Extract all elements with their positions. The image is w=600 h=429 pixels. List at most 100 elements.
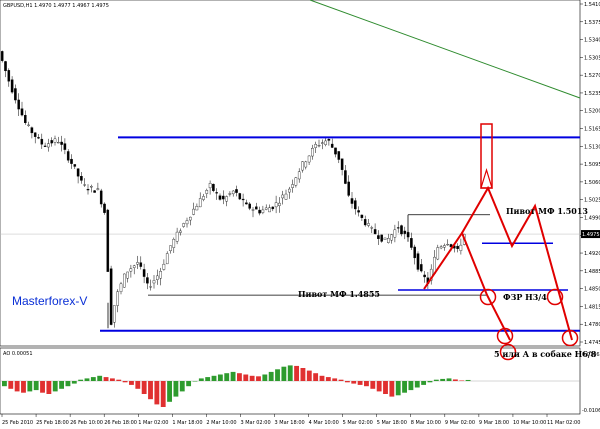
candle xyxy=(136,262,139,265)
candle xyxy=(238,193,242,200)
x-tick-label: 1 Mar 02:00 xyxy=(138,420,168,426)
ao-bar xyxy=(2,381,7,387)
candle xyxy=(354,200,357,210)
candle xyxy=(142,269,146,277)
y-tick-label: 1.5340 xyxy=(584,38,600,44)
candle xyxy=(156,275,159,280)
candle xyxy=(152,280,156,284)
ao-bar xyxy=(275,369,280,381)
x-tick-label: 5 Mar 18:00 xyxy=(377,420,407,426)
ao-bar xyxy=(109,378,115,381)
ao-bar xyxy=(217,374,223,381)
candle xyxy=(0,51,4,61)
x-tick-label: 4 Mar 10:00 xyxy=(309,420,339,426)
candle xyxy=(93,190,96,193)
candle xyxy=(27,124,30,126)
candle xyxy=(129,268,133,272)
candle xyxy=(4,61,7,72)
ao-bar xyxy=(33,381,39,391)
y-tick-label: 1.4815 xyxy=(584,304,600,310)
current-price-label: 1.4975 xyxy=(582,232,600,238)
y-tick-label: 1.5200 xyxy=(584,109,600,115)
ao-bar xyxy=(71,381,77,384)
candle xyxy=(245,202,248,205)
candle xyxy=(70,158,73,164)
ao-bar xyxy=(52,381,58,392)
candle xyxy=(307,155,311,163)
indicator-label: AO 0.00051 xyxy=(3,351,33,357)
ao-bar xyxy=(452,379,458,381)
candle xyxy=(192,208,195,215)
ao-tick-label: -0.01062 xyxy=(582,408,600,414)
candle xyxy=(103,203,106,213)
brand-label: Masterforex-V xyxy=(12,294,87,308)
candle xyxy=(202,196,205,200)
candle xyxy=(363,219,367,226)
candle xyxy=(423,274,426,278)
candle xyxy=(317,145,321,147)
candle xyxy=(396,227,400,229)
candle xyxy=(344,170,347,184)
ao-bar xyxy=(395,381,401,396)
x-tick-label: 5 Mar 02:00 xyxy=(343,420,373,426)
candle xyxy=(195,206,199,211)
ao-bar xyxy=(376,381,382,392)
candle xyxy=(261,209,265,213)
candle xyxy=(43,145,47,147)
candle xyxy=(113,305,116,323)
candle xyxy=(169,245,172,252)
forecast-arrow xyxy=(480,167,493,189)
ao-bar xyxy=(306,370,312,381)
candle xyxy=(429,268,433,281)
y-tick-label: 1.5305 xyxy=(584,55,600,61)
candle xyxy=(330,143,334,148)
candle xyxy=(314,144,317,148)
ao-bar xyxy=(332,378,338,381)
candle xyxy=(53,138,57,143)
candle xyxy=(443,245,446,248)
forecast-down-path xyxy=(423,230,511,341)
candle xyxy=(420,264,423,272)
y-tick-label: 1.5025 xyxy=(584,198,600,204)
candle xyxy=(83,184,86,186)
candle xyxy=(86,189,90,191)
candle xyxy=(24,115,27,124)
ao-bar xyxy=(154,381,160,405)
y-tick-label: 1.4780 xyxy=(584,322,600,328)
candle xyxy=(30,127,34,134)
candle xyxy=(231,190,235,195)
ao-bar xyxy=(103,377,109,381)
ao-bar xyxy=(173,381,179,397)
ao-bar xyxy=(230,371,236,381)
candle xyxy=(139,262,143,267)
target-circle xyxy=(546,288,564,306)
candle xyxy=(255,206,258,210)
candle xyxy=(334,147,337,155)
candle xyxy=(225,196,228,202)
candle xyxy=(212,183,215,191)
ao-bar xyxy=(237,373,242,381)
candle xyxy=(60,141,63,145)
candle xyxy=(109,268,113,325)
candle xyxy=(400,225,403,235)
candle xyxy=(50,140,53,144)
ao-bar xyxy=(256,376,261,381)
candle xyxy=(297,171,301,180)
ao-bar xyxy=(338,379,344,381)
ao-bar xyxy=(459,380,465,381)
candle xyxy=(99,190,103,205)
x-tick-label: 11 Mar 02:00 xyxy=(547,420,580,426)
ao-bar xyxy=(40,381,45,393)
ao-bar xyxy=(287,365,293,381)
ao-bar xyxy=(78,379,84,381)
candle xyxy=(274,202,278,208)
pivot-lower-annotation: Пивот МФ 1.4855 xyxy=(298,289,380,299)
ao-bar xyxy=(65,381,71,387)
ao-bar xyxy=(268,371,274,381)
candle xyxy=(390,234,393,241)
fzr-annotation: ФЗР Н3/4 xyxy=(503,292,547,302)
candles-layer xyxy=(0,50,466,328)
candle xyxy=(357,210,360,213)
